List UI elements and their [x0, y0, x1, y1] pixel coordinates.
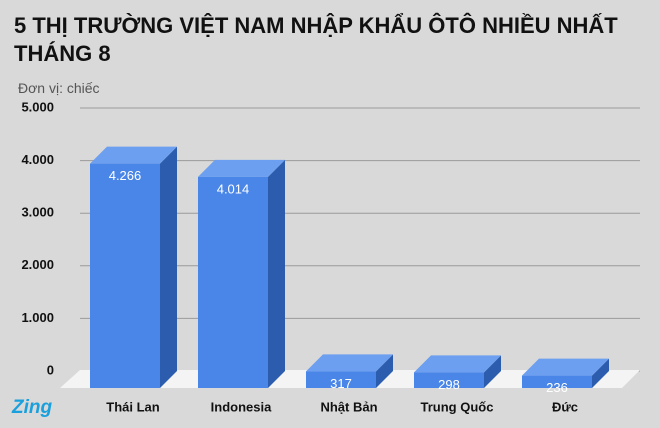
bar-top: [414, 355, 501, 373]
bar-side: [484, 355, 501, 388]
bar-top: [90, 146, 177, 164]
x-tick-label: Indonesia: [211, 399, 272, 414]
value-label: 4.266: [109, 168, 142, 183]
bar-top: [522, 358, 609, 376]
y-tick-label: 2.000: [21, 257, 54, 272]
value-label: 317: [330, 376, 352, 391]
bar-side: [160, 146, 177, 388]
bar-side: [592, 358, 609, 388]
x-tick-label: Trung Quốc: [421, 399, 494, 414]
value-label: 298: [438, 377, 460, 392]
x-tick-label: Thái Lan: [106, 399, 160, 414]
bar: [522, 375, 592, 388]
x-tick-label: Đức: [552, 399, 578, 414]
bar-top: [306, 354, 393, 372]
y-tick-label: 1.000: [21, 310, 54, 325]
bar-top: [198, 159, 285, 177]
x-tick-label: Nhật Bản: [320, 399, 377, 414]
logo: Zing: [11, 397, 52, 418]
y-tick-label: 0: [47, 362, 54, 377]
y-tick-label: 5.000: [21, 99, 54, 114]
y-tick-label: 4.000: [21, 152, 54, 167]
bar-side: [268, 159, 285, 388]
bar-side: [376, 354, 393, 388]
value-label: 236: [546, 380, 568, 395]
chart-title: 5 THỊ TRƯỜNG VIỆT NAM NHẬP KHẨU ÔTÔ NHIỀ…: [14, 13, 618, 66]
bar: [90, 163, 160, 388]
bar: [414, 372, 484, 388]
bar: [198, 176, 268, 388]
value-label: 4.014: [217, 181, 250, 196]
y-tick-label: 3.000: [21, 205, 54, 220]
chart-subtitle: Đơn vị: chiếc: [18, 80, 100, 96]
bar: [306, 371, 376, 388]
